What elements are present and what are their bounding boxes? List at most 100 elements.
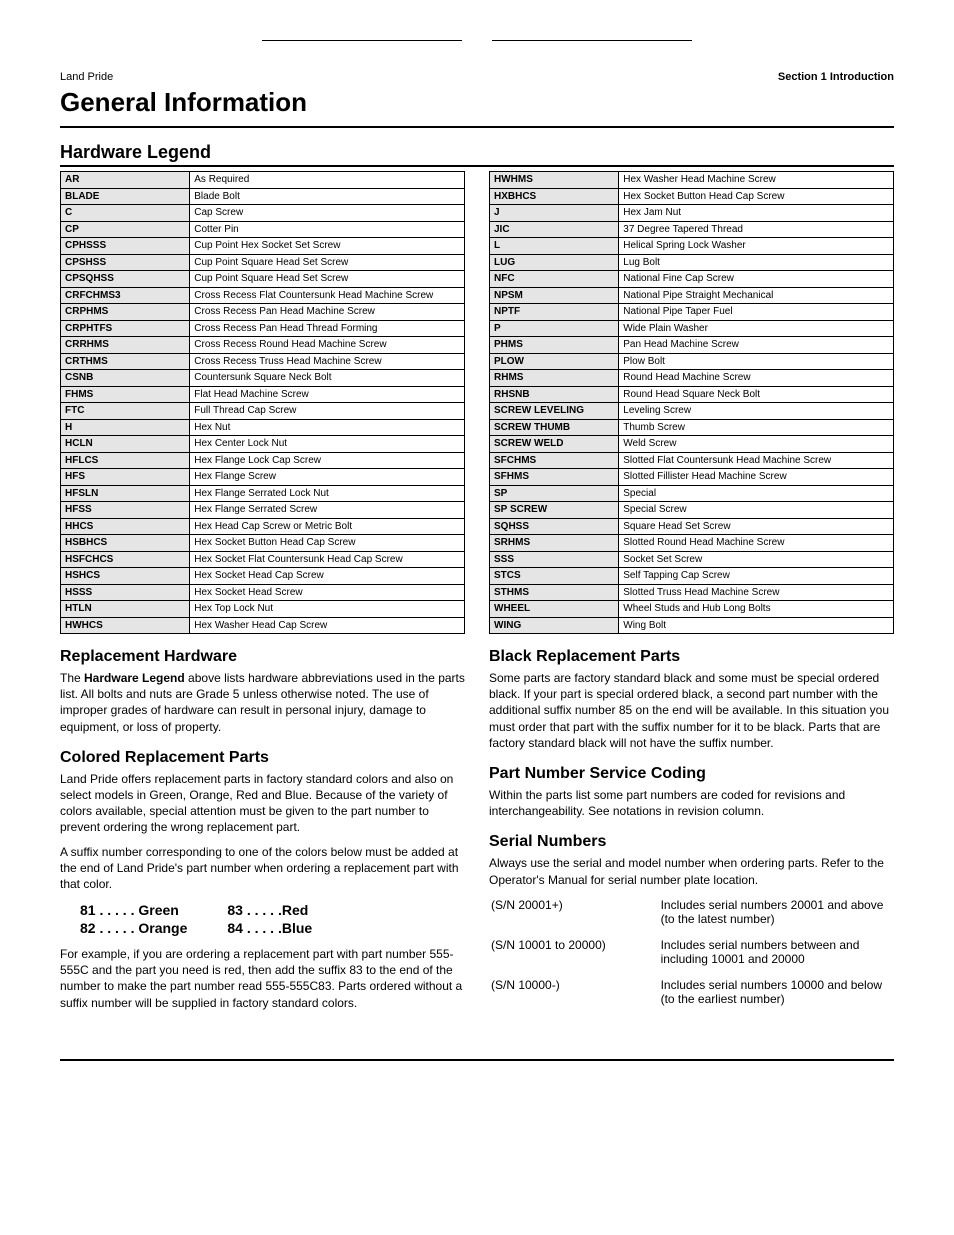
legend-row: CRTHMS Cross Recess Truss Head Machine S… (61, 353, 465, 370)
legend-row: P Wide Plain Washer (490, 320, 894, 337)
legend-row: WHEEL Wheel Studs and Hub Long Bolts (490, 601, 894, 618)
legend-desc: Hex Washer Head Cap Screw (190, 617, 465, 634)
legend-desc: Hex Socket Head Cap Screw (190, 568, 465, 585)
legend-abbr: CRRHMS (61, 337, 190, 354)
legend-row: H Hex Nut (61, 419, 465, 436)
legend-abbr: P (490, 320, 619, 337)
legend-row: HTLN Hex Top Lock Nut (61, 601, 465, 618)
legend-row: HCLN Hex Center Lock Nut (61, 436, 465, 453)
legend-desc: Self Tapping Cap Screw (619, 568, 894, 585)
legend-abbr: CPHSSS (61, 238, 190, 255)
legend-row: NFC National Fine Cap Screw (490, 271, 894, 288)
legend-row: PLOW Plow Bolt (490, 353, 894, 370)
rh-bold: Hardware Legend (84, 671, 185, 685)
legend-desc: National Pipe Taper Fuel (619, 304, 894, 321)
legend-abbr: CPSQHSS (61, 271, 190, 288)
legend-desc: Cotter Pin (190, 221, 465, 238)
legend-row: SQHSS Square Head Set Screw (490, 518, 894, 535)
legend-desc: Cup Point Hex Socket Set Screw (190, 238, 465, 255)
legend-row: CPHSSS Cup Point Hex Socket Set Screw (61, 238, 465, 255)
legend-abbr: STHMS (490, 584, 619, 601)
footer-rule (60, 1059, 894, 1061)
legend-abbr: HFS (61, 469, 190, 486)
legend-desc: Thumb Screw (619, 419, 894, 436)
top-tab-rules (60, 40, 894, 41)
legend-abbr: SP (490, 485, 619, 502)
replacement-hardware-title: Replacement Hardware (60, 648, 465, 666)
legend-row: CP Cotter Pin (61, 221, 465, 238)
legend-abbr: BLADE (61, 188, 190, 205)
legend-row: HSFCHCS Hex Socket Flat Countersunk Head… (61, 551, 465, 568)
body-columns: Replacement Hardware The Hardware Legend… (60, 634, 894, 1019)
legend-desc: Round Head Machine Screw (619, 370, 894, 387)
legend-row: AR As Required (61, 172, 465, 189)
legend-abbr: CP (61, 221, 190, 238)
sn-desc: Includes serial numbers 20001 and above … (661, 898, 892, 936)
colored-p1: Land Pride offers replacement parts in f… (60, 771, 465, 836)
legend-desc: Hex Socket Head Screw (190, 584, 465, 601)
legend-row: HHCS Hex Head Cap Screw or Metric Bolt (61, 518, 465, 535)
legend-abbr: SCREW LEVELING (490, 403, 619, 420)
legend-desc: Hex Flange Lock Cap Screw (190, 452, 465, 469)
legend-desc: Pan Head Machine Screw (619, 337, 894, 354)
legend-row: J Hex Jam Nut (490, 205, 894, 222)
page-title: General Information (60, 87, 894, 118)
legend-table-right: HWHMS Hex Washer Head Machine Screw HXBH… (489, 171, 894, 634)
legend-abbr: CRTHMS (61, 353, 190, 370)
legend-row: SFCHMS Slotted Flat Countersunk Head Mac… (490, 452, 894, 469)
legend-abbr: C (61, 205, 190, 222)
legend-right-body: HWHMS Hex Washer Head Machine Screw HXBH… (490, 172, 894, 634)
legend-row: HFSS Hex Flange Serrated Screw (61, 502, 465, 519)
sn-body: (S/N 20001+) Includes serial numbers 200… (491, 898, 892, 1016)
legend-abbr: HXBHCS (490, 188, 619, 205)
legend-abbr: HHCS (61, 518, 190, 535)
legend-desc: Slotted Truss Head Machine Screw (619, 584, 894, 601)
left-column: Replacement Hardware The Hardware Legend… (60, 634, 465, 1019)
legend-desc: Slotted Fillister Head Machine Screw (619, 469, 894, 486)
legend-row: SCREW WELD Weld Screw (490, 436, 894, 453)
legend-desc: Cross Recess Truss Head Machine Screw (190, 353, 465, 370)
legend-abbr: WHEEL (490, 601, 619, 618)
legend-abbr: FHMS (61, 386, 190, 403)
legend-desc: Square Head Set Screw (619, 518, 894, 535)
legend-row: CPSQHSS Cup Point Square Head Set Screw (61, 271, 465, 288)
legend-abbr: WING (490, 617, 619, 634)
black-parts-text: Some parts are factory standard black an… (489, 670, 894, 751)
legend-row: HFS Hex Flange Screw (61, 469, 465, 486)
part-number-coding-text: Within the parts list some part numbers … (489, 787, 894, 819)
legend-desc: Hex Nut (190, 419, 465, 436)
legend-desc: Round Head Square Neck Bolt (619, 386, 894, 403)
legend-abbr: SQHSS (490, 518, 619, 535)
legend-left-body: AR As Required BLADE Blade Bolt C Cap Sc… (61, 172, 465, 634)
legend-row: SRHMS Slotted Round Head Machine Screw (490, 535, 894, 552)
legend-row: L Helical Spring Lock Washer (490, 238, 894, 255)
legend-row: SCREW LEVELING Leveling Screw (490, 403, 894, 420)
right-column: Black Replacement Parts Some parts are f… (489, 634, 894, 1019)
legend-desc: Wide Plain Washer (619, 320, 894, 337)
color-83: 83 . . . . .Red (227, 902, 312, 918)
header-right: Section 1 Introduction (778, 71, 894, 83)
sn-row: (S/N 20001+) Includes serial numbers 200… (491, 898, 892, 936)
colored-p2: A suffix number corresponding to one of … (60, 844, 465, 893)
legend-desc: Hex Flange Serrated Screw (190, 502, 465, 519)
serial-numbers-text: Always use the serial and model number w… (489, 855, 894, 887)
legend-row: RHMS Round Head Machine Screw (490, 370, 894, 387)
legend-abbr: SSS (490, 551, 619, 568)
legend-abbr: SCREW WELD (490, 436, 619, 453)
legend-row: HSBHCS Hex Socket Button Head Cap Screw (61, 535, 465, 552)
legend-desc: Plow Bolt (619, 353, 894, 370)
legend-desc: Slotted Flat Countersunk Head Machine Sc… (619, 452, 894, 469)
legend-desc: Wing Bolt (619, 617, 894, 634)
color-codes: 81 . . . . . Green 82 . . . . . Orange 8… (80, 902, 465, 936)
legend-desc: Hex Socket Flat Countersunk Head Cap Scr… (190, 551, 465, 568)
color-84: 84 . . . . .Blue (227, 920, 312, 936)
legend-abbr: SCREW THUMB (490, 419, 619, 436)
legend-row: HXBHCS Hex Socket Button Head Cap Screw (490, 188, 894, 205)
legend-desc: Hex Flange Screw (190, 469, 465, 486)
legend-desc: As Required (190, 172, 465, 189)
legend-abbr: NPTF (490, 304, 619, 321)
legend-row: CRFCHMS3 Cross Recess Flat Countersunk H… (61, 287, 465, 304)
sn-row: (S/N 10001 to 20000) Includes serial num… (491, 938, 892, 976)
legend-abbr: RHSNB (490, 386, 619, 403)
legend-desc: Helical Spring Lock Washer (619, 238, 894, 255)
